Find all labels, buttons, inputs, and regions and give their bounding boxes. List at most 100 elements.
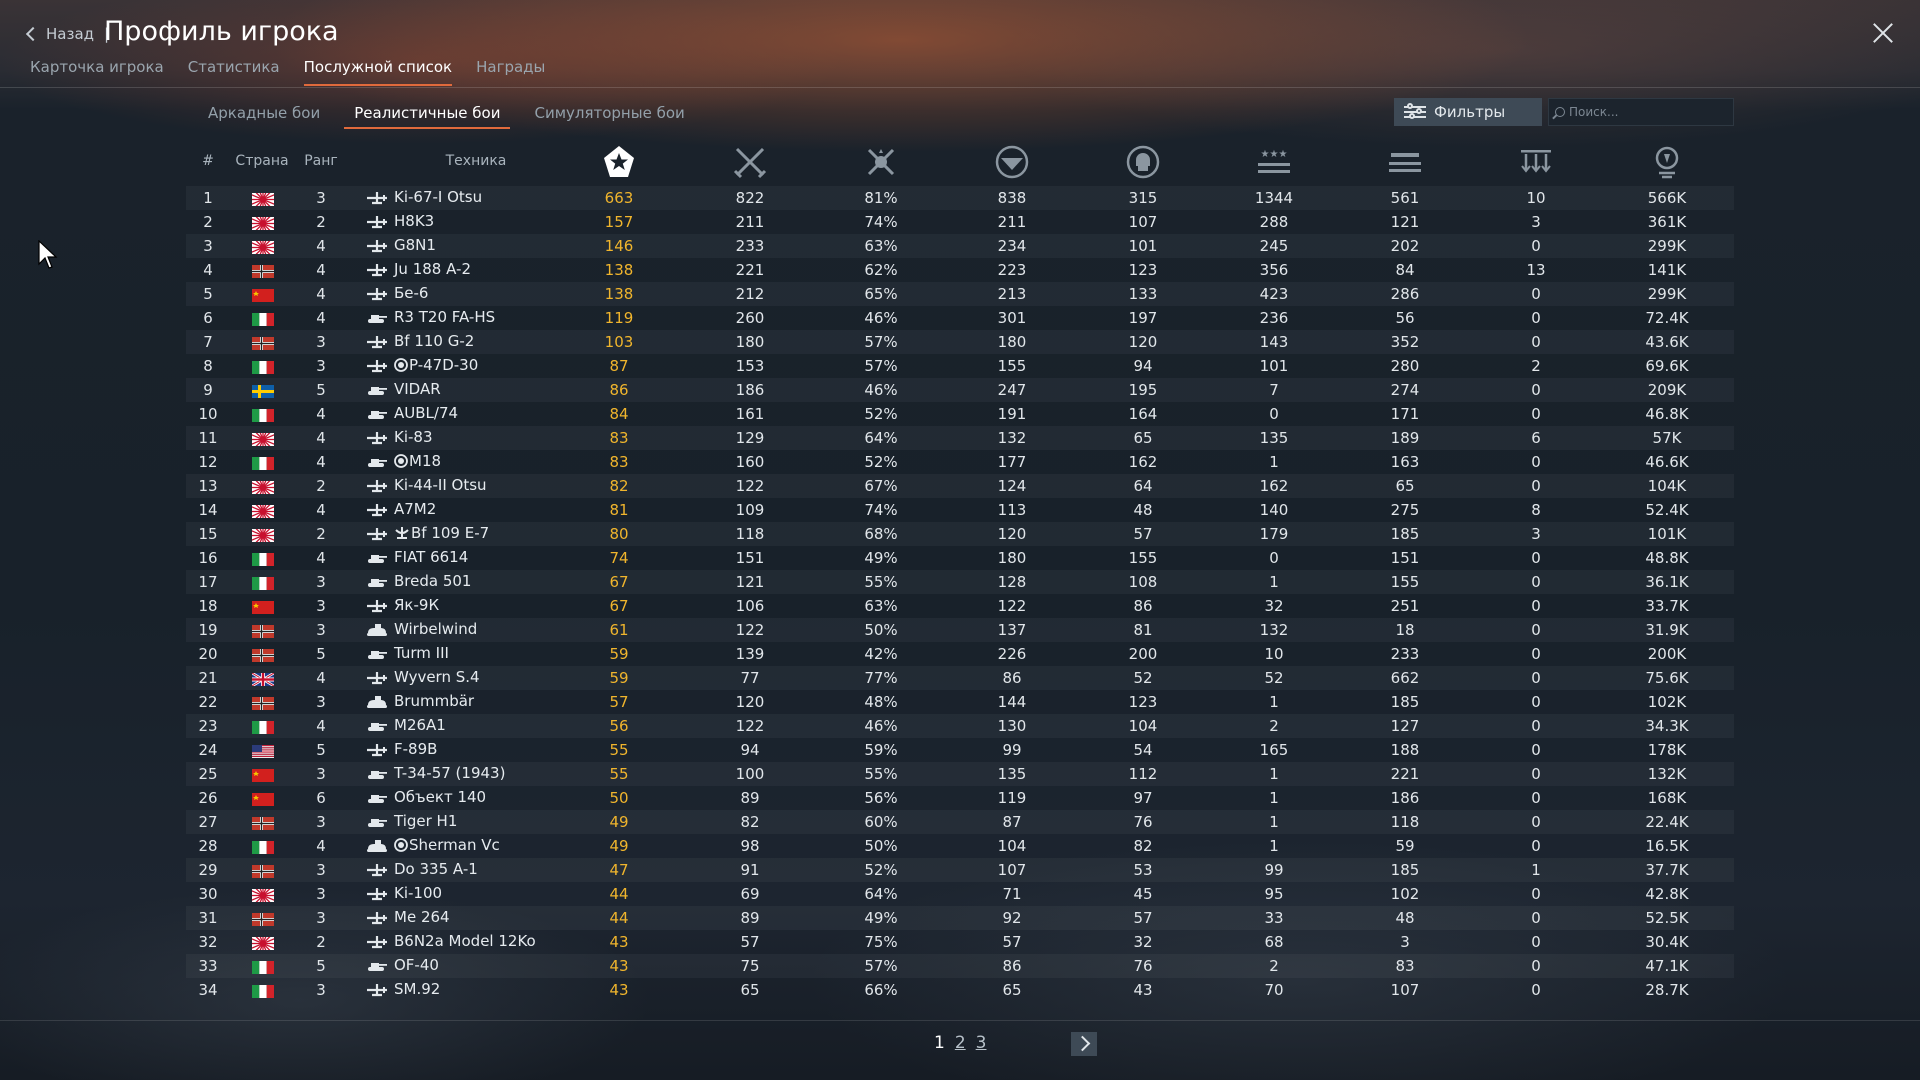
vehicle-cell[interactable]: VIDAR <box>366 380 441 398</box>
vehicle-cell[interactable]: Ki-83 <box>366 428 433 446</box>
vehicle-cell[interactable]: G8N1 <box>366 236 436 254</box>
vehicle-cell[interactable]: A7M2 <box>366 500 436 518</box>
table-row[interactable]: 1 3 663 822 81% 838 315 1344 561 10 566K Ki-67-I Ot… <box>186 183 1734 216</box>
page-1[interactable]: 1 <box>934 1033 945 1053</box>
search-input[interactable] <box>1569 105 1729 119</box>
col-rank[interactable]: Ранг <box>304 153 338 169</box>
respawns-icon[interactable] <box>994 144 1030 180</box>
table-row[interactable]: 13 2 82 122 67% 124 64 162 65 0 104K Ki-44-II Otsu <box>186 471 1734 504</box>
search-box[interactable] <box>1548 98 1734 126</box>
col-vehicle[interactable]: Техника <box>445 153 507 169</box>
tab-statistics[interactable]: Статистика <box>187 58 280 76</box>
table-row[interactable]: 15 2 80 118 68% 120 57 179 185 3 101K Bf 109 E-7 <box>186 519 1734 552</box>
winrate-icon[interactable] <box>863 144 899 180</box>
table-row[interactable]: 27 3 49 82 60% 87 76 1 118 0 22.4K Tiger H1 <box>186 810 1734 834</box>
vehicle-cell[interactable]: M18 <box>366 452 441 470</box>
tab-realistic[interactable]: Реалистичные бои <box>344 104 511 129</box>
vehicle-cell[interactable]: SM.92 <box>366 980 440 998</box>
vehicle-cell[interactable]: T-34-57 (1943) <box>366 764 505 782</box>
vehicle-cell[interactable]: AUBL/74 <box>366 404 458 422</box>
col-country[interactable]: Страна <box>235 153 289 169</box>
table-row[interactable]: 11 4 83 129 64% 132 65 135 189 6 57K Ki-83 <box>186 423 1734 456</box>
table-row[interactable]: 32 2 43 57 75% 57 32 68 3 0 30.4K B6N2a Model 12Ko <box>186 927 1734 960</box>
victories-icon[interactable] <box>601 144 637 180</box>
battles-icon[interactable] <box>732 144 768 180</box>
table-row[interactable]: 9 5 86 186 46% 247 195 7 274 0 209K VIDAR <box>186 378 1734 402</box>
ground-kills-icon[interactable] <box>1387 144 1423 180</box>
cell-battles: 161 <box>735 405 765 423</box>
vehicle-cell[interactable]: M26A1 <box>366 716 446 734</box>
table-row[interactable]: 17 3 67 121 55% 128 108 1 155 0 36.1K Breda 501 <box>186 570 1734 594</box>
vehicle-cell[interactable]: Як-9К <box>366 596 439 614</box>
table-row[interactable]: 28 4 49 98 50% 104 82 1 59 0 16.5K Sherman Vc <box>186 834 1734 858</box>
vehicle-cell[interactable]: Tiger H1 <box>366 812 457 830</box>
tab-service-record[interactable]: Послужной список <box>303 58 453 86</box>
table-row[interactable]: 5 4 138 212 65% 213 133 423 286 0 299K Бе-6 <box>186 282 1734 306</box>
page-2[interactable]: 2 <box>954 1033 966 1053</box>
vehicle-cell[interactable]: Бе-6 <box>366 284 428 302</box>
vehicle-cell[interactable]: Bf 110 G-2 <box>366 332 474 350</box>
table-row[interactable]: 19 3 61 122 50% 137 81 132 18 0 31.9K Wirbelwind <box>186 618 1734 642</box>
table-row[interactable]: 30 3 44 69 64% 71 45 95 102 0 42.8K Ki-100 <box>186 879 1734 912</box>
tab-arcade[interactable]: Аркадные бои <box>208 104 321 122</box>
tab-awards[interactable]: Награды <box>476 58 546 76</box>
vehicle-cell[interactable]: Ju 188 A-2 <box>366 260 471 278</box>
cell-deaths: 32 <box>1133 933 1153 951</box>
table-row[interactable]: 26 6 50 89 56% 119 97 1 186 0 168K Объект 140 <box>186 786 1734 810</box>
table-row[interactable]: 23 4 56 122 46% 130 104 2 127 0 34.3K M26A1 <box>186 714 1734 738</box>
vehicle-cell[interactable]: FIAT 6614 <box>366 548 468 566</box>
table-row[interactable]: 21 4 59 77 77% 86 52 52 662 0 75.6K Wyvern S.4 <box>186 666 1734 690</box>
cell-battles: 69 <box>740 885 760 903</box>
vehicle-cell[interactable]: F-89B <box>366 740 437 758</box>
table-row[interactable]: 33 5 43 75 57% 86 76 2 83 0 47.1K OF-40 <box>186 954 1734 978</box>
table-row[interactable]: 6 4 119 260 46% 301 197 236 56 0 72.4K R3 T20 FA-HS <box>186 306 1734 330</box>
vehicle-cell[interactable]: Sherman Vc <box>366 836 500 854</box>
back-button[interactable]: Назад | <box>25 22 113 46</box>
close-icon[interactable] <box>1872 22 1894 44</box>
table-row[interactable]: 7 3 103 180 57% 180 120 143 352 0 43.6K Bf 110 G-2 <box>186 330 1734 354</box>
table-row[interactable]: 18 3 67 106 63% 122 86 32 251 0 33.7K Як-9К <box>186 594 1734 618</box>
table-row[interactable]: 4 4 138 221 62% 223 123 356 84 13 141K Ju 188 A-2 <box>186 258 1734 282</box>
air-kills-icon[interactable]: ★★★ <box>1256 144 1292 180</box>
vehicle-cell[interactable]: Ki-44-II Otsu <box>366 476 487 494</box>
table-row[interactable]: 16 4 74 151 49% 180 155 0 151 0 48.8K FIAT 6614 <box>186 546 1734 570</box>
table-row[interactable]: 22 3 57 120 48% 144 123 1 185 0 102K Brummbär <box>186 690 1734 714</box>
naval-kills-icon[interactable] <box>1518 144 1554 180</box>
col-number[interactable]: # <box>202 153 214 169</box>
vehicle-cell[interactable]: Объект 140 <box>366 788 486 806</box>
vehicle-cell[interactable]: H8K3 <box>366 212 434 230</box>
table-row[interactable]: 10 4 84 161 52% 191 164 0 171 0 46.8K AUBL/74 <box>186 402 1734 426</box>
vehicle-cell[interactable]: Do 335 A-1 <box>366 860 478 878</box>
next-page-button[interactable] <box>1071 1032 1097 1056</box>
tab-player-card[interactable]: Карточка игрока <box>30 58 164 76</box>
vehicle-cell[interactable]: Wirbelwind <box>366 620 477 638</box>
table-row[interactable]: 29 3 47 91 52% 107 53 99 185 1 37.7K Do 335 A-1 <box>186 858 1734 882</box>
table-row[interactable]: 8 3 87 153 57% 155 94 101 280 2 69.6K P-47D-30 <box>186 354 1734 378</box>
vehicle-cell[interactable]: Breda 501 <box>366 572 471 590</box>
tab-simulator[interactable]: Симуляторные бои <box>534 104 685 122</box>
vehicle-cell[interactable]: Me 264 <box>366 908 450 926</box>
vehicle-cell[interactable]: R3 T20 FA-HS <box>366 308 495 326</box>
table-row[interactable]: 24 5 55 94 59% 99 54 165 188 0 178K F-89B <box>186 738 1734 762</box>
table-row[interactable]: 31 3 44 89 49% 92 57 33 48 0 52.5K Me 264 <box>186 906 1734 930</box>
page-3[interactable]: 3 <box>975 1033 987 1053</box>
deaths-icon[interactable] <box>1125 144 1161 180</box>
table-row[interactable]: 20 5 59 139 42% 226 200 10 233 0 200K Turm III <box>186 642 1734 666</box>
vehicle-cell[interactable]: Ki-67-I Otsu <box>366 188 482 206</box>
experience-icon[interactable] <box>1649 144 1685 180</box>
vehicle-cell[interactable]: Turm III <box>366 644 449 662</box>
vehicle-cell[interactable]: Wyvern S.4 <box>366 668 480 686</box>
table-row[interactable]: 2 2 157 211 74% 211 107 288 121 3 361K H8K3 <box>186 207 1734 240</box>
filters-button[interactable]: Фильтры <box>1394 98 1542 126</box>
vehicle-cell[interactable]: Ki-100 <box>366 884 442 902</box>
vehicle-cell[interactable]: B6N2a Model 12Ko <box>366 932 536 950</box>
table-row[interactable]: 3 4 146 233 63% 234 101 245 202 0 299K G8N1 <box>186 231 1734 264</box>
table-row[interactable]: 12 4 83 160 52% 177 162 1 163 0 46.6K M18 <box>186 450 1734 474</box>
vehicle-cell[interactable]: Brummbär <box>366 692 474 710</box>
table-row[interactable]: 34 3 43 65 66% 65 43 70 107 0 28.7K SM.92 <box>186 978 1734 1002</box>
vehicle-cell[interactable]: Bf 109 E-7 <box>366 524 489 542</box>
vehicle-cell[interactable]: P-47D-30 <box>366 356 478 374</box>
table-row[interactable]: 14 4 81 109 74% 113 48 140 275 8 52.4K A7M2 <box>186 495 1734 528</box>
vehicle-cell[interactable]: OF-40 <box>366 956 439 974</box>
table-row[interactable]: 25 3 55 100 55% 135 112 1 221 0 132K T-34-57 (1943) <box>186 762 1734 786</box>
